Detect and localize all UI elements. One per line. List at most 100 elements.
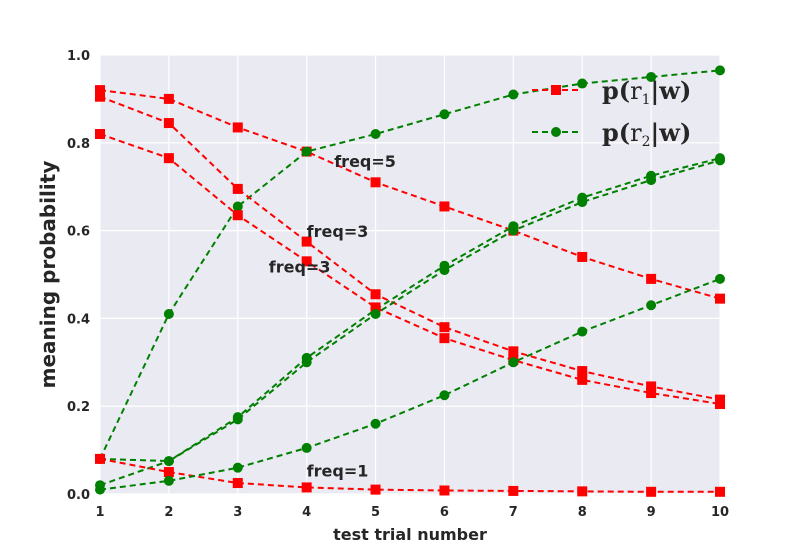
y-tick-label: 0.0 <box>67 488 90 503</box>
y-axis-label: meaning probability <box>36 161 60 389</box>
data-point <box>577 78 588 89</box>
data-point <box>646 388 657 399</box>
y-tick-label: 0.4 <box>67 312 90 327</box>
x-tick-label: 5 <box>371 505 380 520</box>
series-line <box>99 157 721 487</box>
data-point <box>646 300 657 311</box>
x-tick-label: 9 <box>647 505 656 520</box>
data-point <box>95 85 105 96</box>
legend-label: p(r1|w) <box>602 76 691 108</box>
data-point <box>646 71 657 82</box>
legend-prefix: p( <box>602 118 630 147</box>
data-point <box>508 225 519 236</box>
legend-label: p(r2|w) <box>602 118 691 150</box>
data-point <box>577 486 588 497</box>
annotations: freq=5 freq=3 freq=3 freq=1 <box>269 152 396 480</box>
data-point <box>95 129 105 140</box>
legend-prefix: p( <box>602 76 630 105</box>
y-tick-labels: 0.0 0.2 0.4 0.6 0.8 1.0 <box>67 49 90 503</box>
data-point <box>577 326 588 337</box>
data-point <box>232 183 243 194</box>
data-point <box>301 357 312 368</box>
data-point <box>439 265 450 276</box>
data-point <box>439 485 450 496</box>
data-point <box>577 374 588 385</box>
data-point <box>370 289 381 300</box>
data-point <box>439 333 450 344</box>
legend: p(r1|w)p(r2|w) <box>532 76 691 150</box>
data-point <box>508 357 519 368</box>
series-6 <box>95 155 725 467</box>
x-tick-label: 1 <box>95 505 104 520</box>
data-point <box>646 486 657 497</box>
data-point <box>301 256 312 267</box>
annotation-label: freq=5 <box>334 152 396 171</box>
data-point <box>163 153 174 164</box>
data-point <box>232 414 243 425</box>
data-point <box>646 175 657 186</box>
series-8 <box>95 273 725 495</box>
legend-entry-2: p(r2|w) <box>532 118 691 150</box>
series-line <box>99 159 721 463</box>
annotation-label: freq=1 <box>307 461 369 480</box>
data-point <box>715 486 725 497</box>
legend-subscript: 1 <box>642 92 651 108</box>
series-layer <box>95 65 725 497</box>
data-point <box>232 478 243 489</box>
y-tick-label: 0.6 <box>67 225 90 240</box>
series-7 <box>95 453 725 497</box>
legend-suffix: |w) <box>651 118 692 147</box>
data-point <box>577 197 588 208</box>
y-tick-label: 1.0 <box>67 49 90 64</box>
x-tick-label: 6 <box>440 505 449 520</box>
data-point <box>163 475 174 486</box>
legend-r: r <box>630 119 642 147</box>
data-point <box>163 309 174 320</box>
x-tick-label: 3 <box>233 505 242 520</box>
data-point <box>370 309 381 320</box>
data-point <box>232 201 243 212</box>
annotation-label: freq=3 <box>269 257 331 276</box>
x-axis-label: test trial number <box>333 525 487 544</box>
data-point <box>439 201 450 212</box>
series-line <box>99 277 721 491</box>
data-point <box>370 302 381 313</box>
x-tick-labels: 1 2 3 4 5 6 7 8 9 10 <box>95 505 729 520</box>
data-point <box>301 236 312 247</box>
series-line <box>99 133 721 405</box>
data-point <box>301 442 312 453</box>
data-point <box>439 322 450 333</box>
plot-background <box>100 55 720 494</box>
data-point <box>232 122 243 133</box>
data-point <box>577 366 588 377</box>
data-point <box>301 482 312 493</box>
series-line <box>99 69 721 460</box>
data-point <box>370 177 381 188</box>
x-tick-label: 2 <box>164 505 173 520</box>
data-point <box>95 91 105 102</box>
data-point <box>508 89 519 100</box>
data-point <box>577 251 588 262</box>
data-point <box>715 273 725 284</box>
legend-marker <box>551 85 561 95</box>
data-point <box>646 273 657 284</box>
data-point <box>163 467 174 478</box>
data-point <box>508 485 519 496</box>
data-point <box>95 453 105 464</box>
data-point <box>163 456 174 467</box>
data-point <box>95 484 105 495</box>
data-point <box>715 293 725 304</box>
data-point <box>646 381 657 392</box>
data-point <box>715 65 725 76</box>
data-point <box>163 93 174 104</box>
data-point <box>370 129 381 140</box>
data-point <box>715 399 725 410</box>
legend-marker <box>551 127 561 137</box>
annotation-label: freq=3 <box>307 222 369 241</box>
data-point <box>439 109 450 120</box>
y-tick-label: 0.2 <box>67 400 90 415</box>
x-tick-label: 8 <box>578 505 587 520</box>
data-point <box>508 346 519 357</box>
data-point <box>370 484 381 495</box>
